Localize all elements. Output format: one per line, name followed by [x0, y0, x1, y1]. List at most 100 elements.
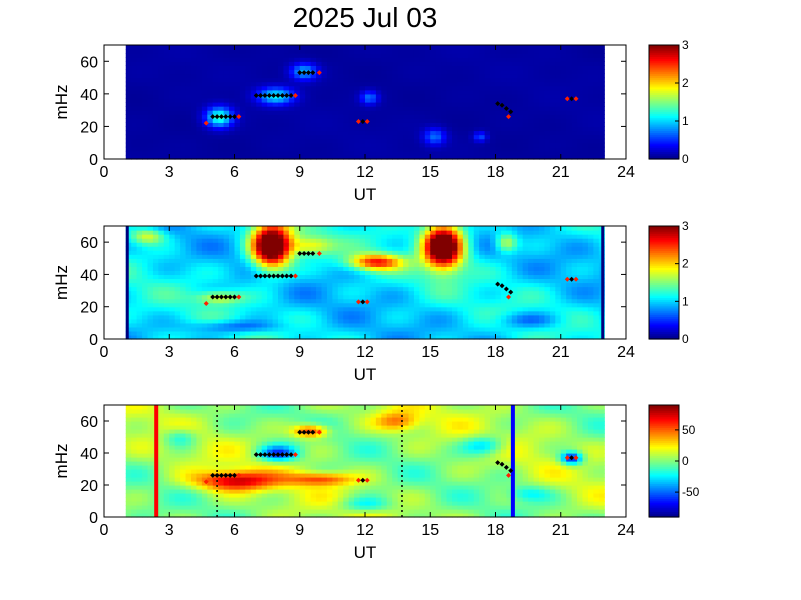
- heatmap-cell: [294, 274, 301, 280]
- heatmap-cell: [370, 57, 377, 62]
- heatmap-cell: [528, 290, 535, 296]
- heatmap-cell: [413, 154, 420, 160]
- heatmap-cell: [457, 294, 464, 300]
- heatmap-cell: [544, 65, 551, 71]
- heatmap-cell: [174, 130, 181, 136]
- heatmap-cell: [484, 97, 491, 103]
- heatmap-cell: [560, 134, 567, 140]
- heatmap-cell: [408, 334, 415, 340]
- heatmap-cell: [359, 73, 366, 79]
- heatmap-cell: [359, 130, 366, 136]
- heatmap-cell: [316, 226, 323, 231]
- heatmap-cell: [163, 278, 170, 284]
- heatmap-cell: [413, 302, 420, 308]
- heatmap-cell: [571, 138, 578, 144]
- heatmap-cell: [566, 89, 573, 95]
- heatmap-cell: [180, 73, 187, 79]
- heatmap-cell: [495, 93, 502, 99]
- heatmap-cell: [245, 97, 252, 103]
- heatmap-cell: [147, 146, 154, 152]
- heatmap-cell: [288, 334, 295, 340]
- heatmap-cell: [506, 318, 513, 324]
- heatmap-cell: [125, 142, 132, 148]
- heatmap-cell: [180, 266, 187, 271]
- heatmap-cell: [533, 130, 540, 136]
- heatmap-cell: [539, 93, 546, 99]
- heatmap-cell: [169, 122, 176, 128]
- heatmap-cell: [256, 282, 263, 288]
- heatmap-cell: [560, 77, 567, 83]
- heatmap-cell: [239, 65, 246, 71]
- heatmap-cell: [392, 89, 399, 95]
- heatmap-cell: [555, 106, 562, 111]
- heatmap-cell: [180, 294, 187, 300]
- heatmap-cell: [457, 106, 464, 111]
- heatmap-cell: [381, 114, 388, 119]
- heatmap-cell: [158, 258, 165, 263]
- heatmap-cell: [223, 93, 230, 99]
- heatmap-cell: [343, 318, 350, 324]
- heatmap-cell: [261, 45, 268, 50]
- heatmap-cell: [332, 274, 339, 280]
- heatmap-cell: [403, 258, 410, 263]
- heatmap-cell: [191, 290, 198, 296]
- heatmap-cell: [348, 49, 355, 54]
- heatmap-cell: [392, 65, 399, 71]
- heatmap-cell: [310, 130, 317, 136]
- heatmap-cell: [272, 282, 279, 288]
- heatmap-cell: [457, 150, 464, 156]
- heatmap-cell: [365, 278, 372, 284]
- heatmap-cell: [234, 146, 241, 152]
- heatmap-cell: [506, 106, 513, 111]
- heatmap-cell: [147, 65, 154, 71]
- heatmap-cell: [316, 258, 323, 263]
- heatmap-cell: [299, 154, 306, 160]
- colorbar-tick-label: 2: [682, 76, 689, 90]
- heatmap-cell: [598, 138, 605, 144]
- heatmap-cell: [506, 278, 513, 284]
- heatmap-cell: [348, 69, 355, 75]
- heatmap-cell: [239, 242, 246, 247]
- heatmap-cell: [571, 85, 578, 91]
- heatmap-cell: [332, 238, 339, 243]
- heatmap-cell: [152, 45, 159, 50]
- heatmap-cell: [125, 122, 132, 128]
- heatmap-cell: [549, 102, 556, 107]
- heatmap-cell: [294, 322, 301, 328]
- heatmap-cell: [533, 302, 540, 308]
- heatmap-cell: [288, 118, 295, 123]
- heatmap-cell: [386, 282, 393, 288]
- heatmap-cell: [457, 298, 464, 304]
- heatmap-cell: [131, 114, 138, 119]
- heatmap-cell: [272, 330, 279, 336]
- heatmap-cell: [446, 134, 453, 140]
- heatmap-cell: [533, 53, 540, 58]
- heatmap-cell: [250, 246, 257, 251]
- heatmap-cell: [392, 69, 399, 75]
- heatmap-cell: [163, 49, 170, 54]
- heatmap-cell: [136, 302, 143, 308]
- heatmap-cell: [294, 146, 301, 152]
- heatmap-cell: [533, 146, 540, 152]
- heatmap-cell: [234, 122, 241, 128]
- heatmap-cell: [337, 69, 344, 75]
- heatmap-cell: [408, 89, 415, 95]
- heatmap-cell: [528, 306, 535, 312]
- heatmap-cell: [430, 126, 437, 132]
- heatmap-cell: [375, 246, 382, 251]
- heatmap-cell: [587, 114, 594, 119]
- heatmap-cell: [408, 61, 415, 66]
- heatmap-cell: [435, 154, 442, 160]
- heatmap-cell: [348, 282, 355, 288]
- heatmap-cell: [365, 318, 372, 324]
- heatmap-cell: [549, 57, 556, 62]
- heatmap-cell: [539, 77, 546, 83]
- heatmap-cell: [571, 334, 578, 340]
- heatmap-cell: [229, 130, 236, 136]
- heatmap-cell: [452, 93, 459, 99]
- heatmap-cell: [201, 266, 208, 271]
- heatmap-cell: [337, 226, 344, 231]
- heatmap-cell: [365, 69, 372, 75]
- heatmap-cell: [305, 142, 312, 148]
- heatmap-cell: [462, 81, 469, 87]
